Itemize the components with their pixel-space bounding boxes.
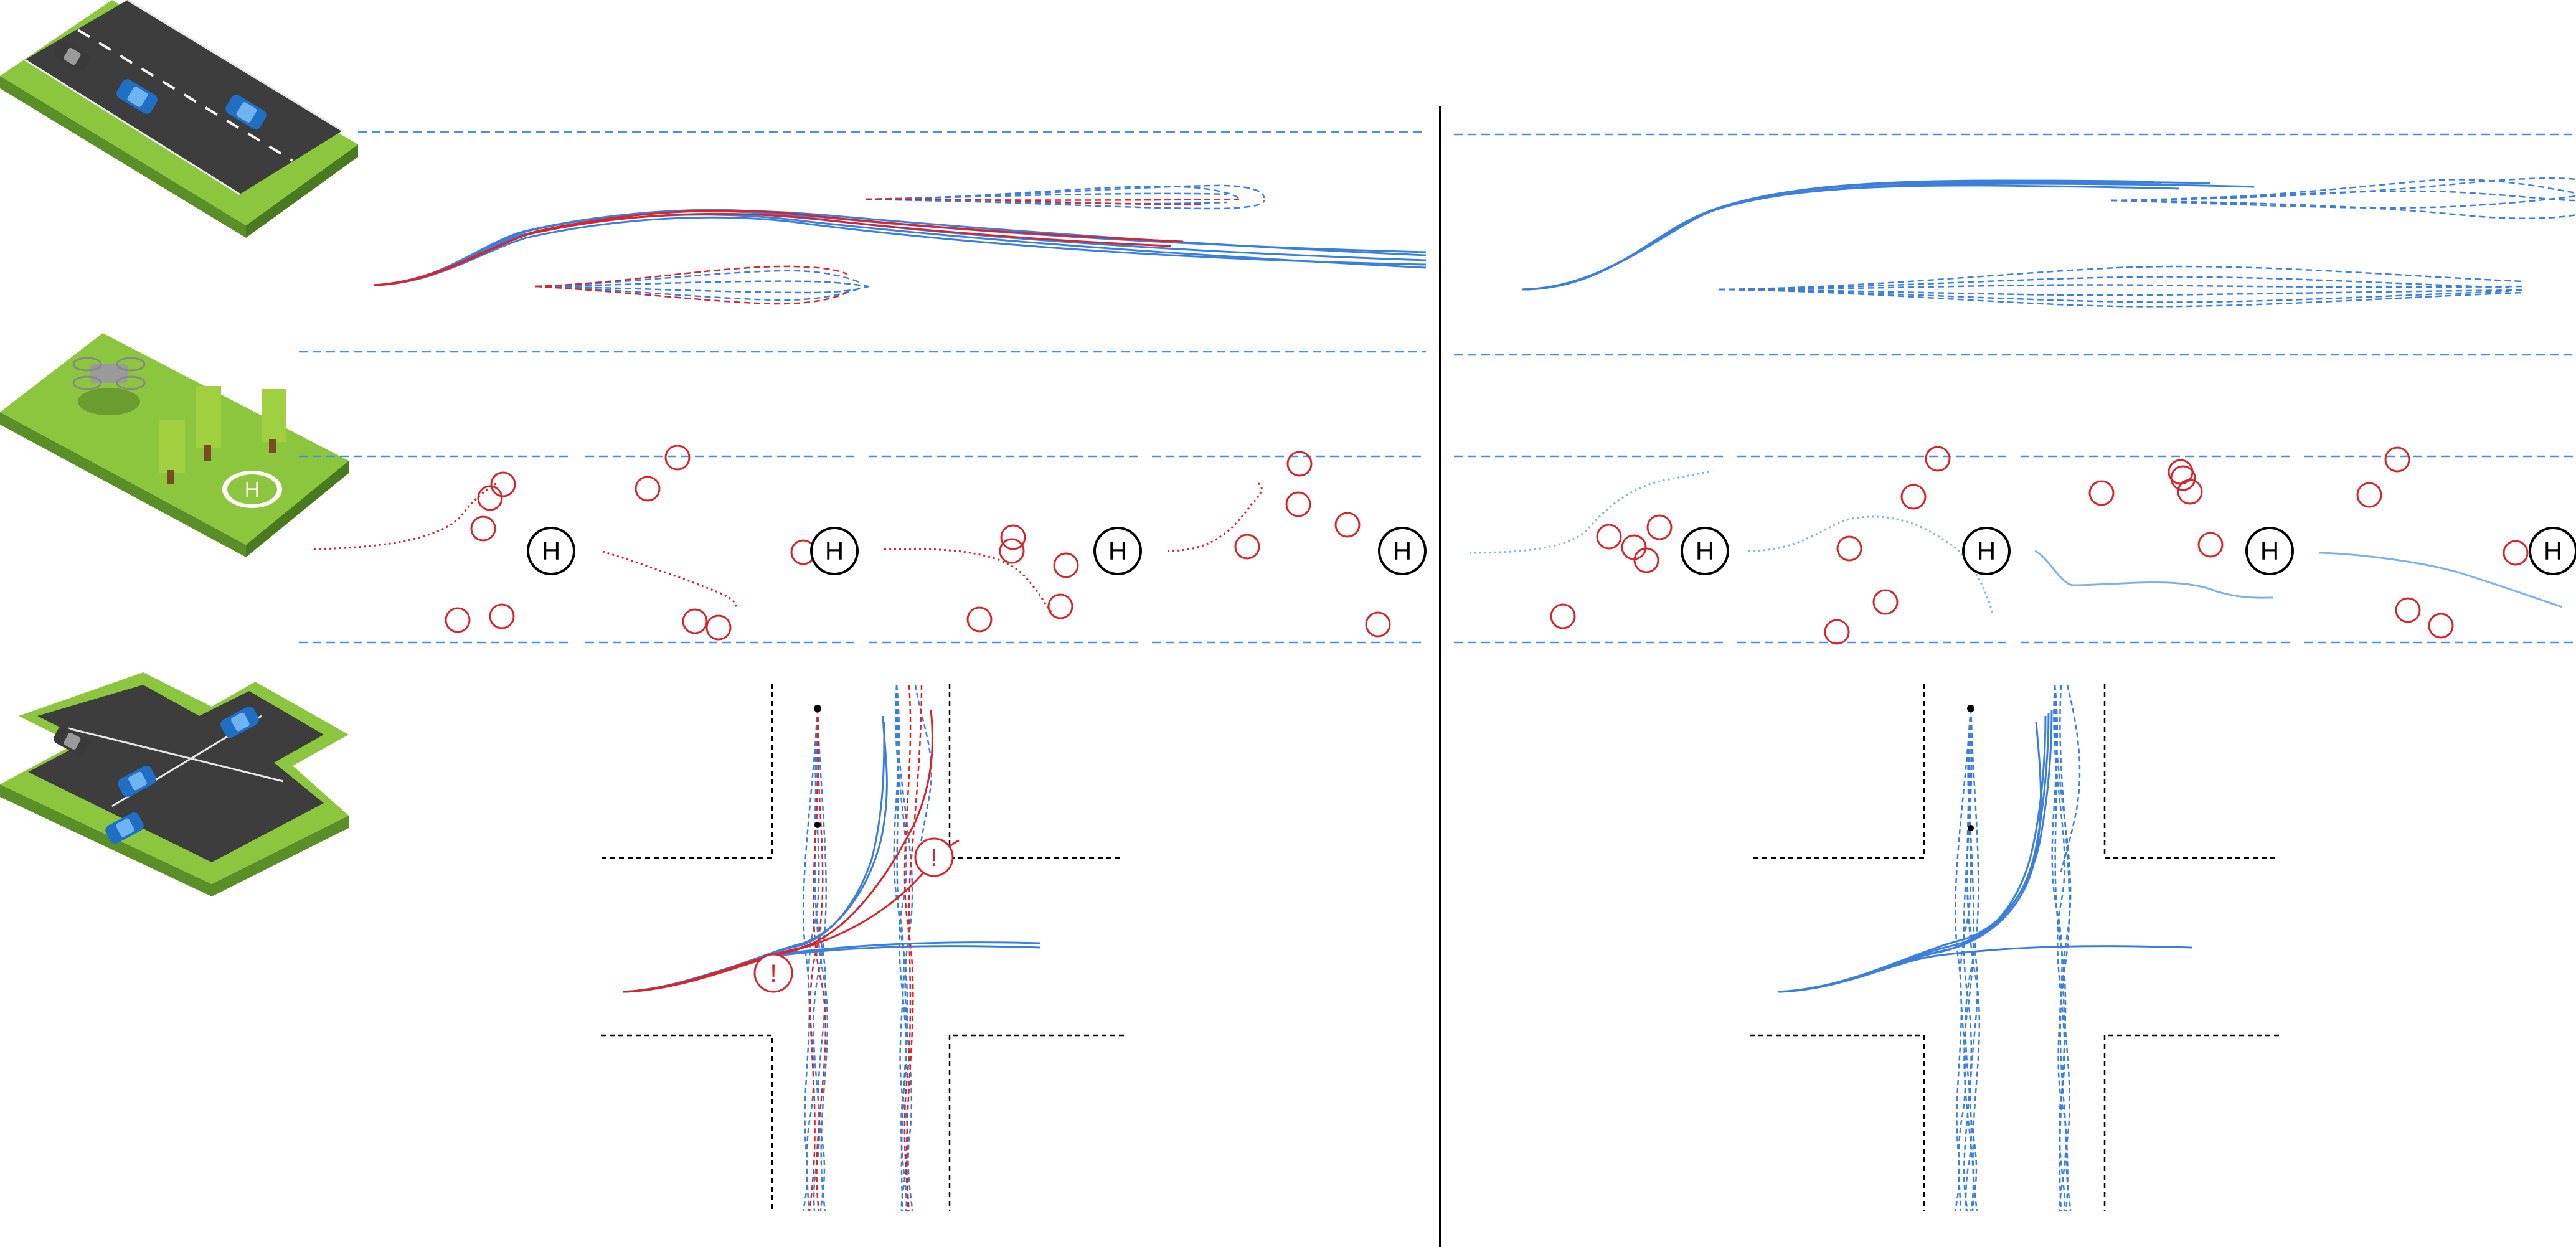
obstacle-circle-icon bbox=[477, 485, 503, 511]
obstacle-circle-icon bbox=[1365, 611, 1391, 638]
obstacle-circle-icon bbox=[1824, 619, 1850, 645]
obstacle-circle-icon bbox=[966, 606, 993, 633]
obstacle-circle-icon bbox=[664, 445, 691, 471]
obstacle-circle-icon bbox=[1047, 593, 1073, 619]
intersection-scene-icon bbox=[0, 672, 349, 896]
intersection-trajectories-left bbox=[622, 684, 1040, 1212]
collision-warning-icon: ! bbox=[914, 837, 954, 877]
obstacle-circle-icon bbox=[1550, 603, 1576, 629]
obstacle-circle-icon bbox=[705, 614, 732, 641]
obstacle-circle-icon bbox=[1000, 524, 1026, 550]
warning-symbol: ! bbox=[770, 960, 776, 987]
obstacle-circle-icon bbox=[2428, 613, 2454, 639]
obstacle-circle-icon bbox=[635, 476, 661, 502]
obstacle-circle-icon bbox=[1334, 512, 1361, 538]
obstacle-circle-icon bbox=[2197, 532, 2224, 558]
drone-trajectories-right bbox=[1469, 469, 2563, 614]
highway-scene-icon bbox=[0, 0, 358, 238]
collision-warning-icon: ! bbox=[753, 953, 793, 993]
helipad-letter: H bbox=[1108, 536, 1127, 565]
helipad-icon: H bbox=[2529, 527, 2576, 575]
drone-lane-borders bbox=[299, 455, 2576, 644]
obstacle-circle-icon bbox=[489, 603, 515, 629]
obstacle-circle-icon bbox=[2395, 597, 2421, 623]
obstacle-circle-icon bbox=[1836, 535, 1862, 562]
helipad-icon: H bbox=[1962, 527, 2011, 575]
obstacle-circle-icon bbox=[470, 515, 496, 542]
obstacle-circle-icon bbox=[2088, 480, 2115, 506]
helipad-letter: H bbox=[542, 536, 560, 565]
obstacle-circle-icon bbox=[1621, 534, 1647, 560]
highway-lane-borders bbox=[299, 131, 2576, 356]
obstacle-circles bbox=[445, 445, 2529, 645]
svg-text:H: H bbox=[245, 478, 260, 502]
drone-trajectories-left bbox=[314, 481, 1263, 614]
obstacle-circle-icon bbox=[1900, 484, 1927, 510]
highway-trajectories-right bbox=[1522, 177, 2576, 308]
warning-symbol: ! bbox=[930, 844, 937, 872]
helipad-icon: H bbox=[1378, 527, 1427, 575]
obstacle-circle-icon bbox=[1633, 547, 1659, 573]
obstacle-circle-icon bbox=[2384, 446, 2410, 473]
obstacle-circle-icon bbox=[2170, 465, 2196, 491]
obstacle-circle-icon bbox=[1925, 446, 1951, 472]
helipad-icon: H bbox=[527, 527, 575, 575]
obstacle-circle-icon bbox=[1285, 491, 1311, 517]
helipad-letter: H bbox=[2544, 536, 2562, 565]
obstacle-circle-icon bbox=[1234, 534, 1260, 560]
obstacle-circle-icon bbox=[1646, 514, 1673, 540]
helipad-letter: H bbox=[1696, 536, 1714, 565]
highway-trajectories-left bbox=[373, 184, 1427, 305]
helipad-icon: H bbox=[810, 527, 859, 575]
obstacle-circle-icon bbox=[2356, 482, 2382, 508]
helipad-icon: H bbox=[1681, 527, 1729, 575]
obstacle-circle-icon bbox=[1053, 552, 1079, 578]
helipad-letter: H bbox=[825, 536, 844, 565]
helipad-letter: H bbox=[1977, 536, 1996, 565]
obstacle-circle-icon bbox=[2503, 540, 2529, 566]
obstacle-circle-icon bbox=[682, 608, 708, 634]
obstacle-circle-icon bbox=[2177, 479, 2203, 505]
obstacle-circle-icon bbox=[490, 471, 516, 497]
helipad-letter: H bbox=[2260, 536, 2279, 565]
obstacle-circle-icon bbox=[445, 607, 471, 633]
helipads: H H H H H H H H bbox=[527, 527, 2576, 575]
obstacle-circle-icon bbox=[1872, 589, 1899, 615]
obstacle-circle-icon bbox=[1286, 451, 1313, 477]
obstacle-circle-icon bbox=[1596, 524, 1622, 550]
obstacle-circle-icon bbox=[999, 538, 1025, 564]
intersection-trajectories-right bbox=[1777, 684, 2192, 1212]
helipad-icon: H bbox=[2245, 527, 2294, 575]
helipad-icon: H bbox=[1093, 527, 1142, 575]
drone-helipad-scene-icon: H bbox=[0, 333, 349, 557]
helipad-letter: H bbox=[1393, 536, 1412, 565]
